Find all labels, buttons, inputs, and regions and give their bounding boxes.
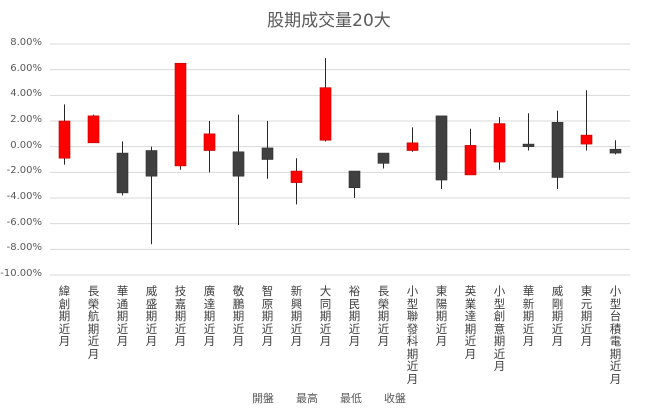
- gridlines: [50, 43, 630, 276]
- candle-body[interactable]: [522, 143, 535, 147]
- x-tick-label: 華通期近月: [116, 284, 129, 348]
- candle-body[interactable]: [232, 151, 245, 177]
- legend: 開盤 最高 最低 收盤: [0, 390, 658, 406]
- x-tick-label: 新興期近月: [290, 284, 303, 348]
- x-tick-label: 技嘉期近月: [174, 284, 187, 348]
- candles: [58, 58, 622, 245]
- y-tick-label: 6.00%: [10, 62, 42, 74]
- y-tick-label: -2.00%: [6, 165, 42, 177]
- y-tick-label: -6.00%: [6, 216, 42, 228]
- candle-body[interactable]: [464, 145, 477, 176]
- y-tick-label: -10.00%: [0, 268, 42, 279]
- candle-body[interactable]: [493, 123, 506, 163]
- candle-body[interactable]: [58, 120, 71, 159]
- x-tick-label: 長榮期近月: [377, 284, 390, 348]
- candle-body[interactable]: [609, 148, 622, 154]
- y-tick-label: -8.00%: [6, 242, 42, 254]
- candle-body[interactable]: [174, 62, 187, 167]
- x-tick-label: 東元期近月: [580, 284, 593, 348]
- x-tick-label: 長榮航期近月: [87, 284, 100, 361]
- x-tick-label: 威盛期近月: [145, 284, 158, 348]
- x-tick-label: 小型聯發科期近月: [406, 284, 419, 386]
- chart-title: 股期成交量20大: [267, 11, 391, 31]
- candle-body[interactable]: [261, 147, 274, 160]
- candle-body[interactable]: [203, 133, 216, 151]
- x-tick-label: 緯創期近月: [58, 284, 71, 348]
- x-tick-label: 小型創意期近月: [493, 284, 506, 373]
- candle-body[interactable]: [348, 170, 361, 189]
- candle-body[interactable]: [435, 115, 448, 181]
- x-tick-label: 威剛期近月: [551, 284, 564, 348]
- y-tick-label: 8.00%: [10, 37, 42, 48]
- x-tick-label: 智原期近月: [261, 284, 274, 348]
- x-tick-label: 敬鵬期近月: [232, 284, 245, 348]
- legend-item-open[interactable]: 開盤: [252, 392, 274, 405]
- candle-body[interactable]: [87, 115, 100, 144]
- candle-body[interactable]: [145, 150, 158, 177]
- candle-body[interactable]: [116, 152, 129, 194]
- x-tick-label: 華新期近月: [522, 284, 535, 348]
- y-tick-label: -4.00%: [6, 191, 42, 202]
- candle-body[interactable]: [319, 87, 332, 141]
- legend-item-high[interactable]: 最高: [296, 392, 318, 405]
- x-tick-label: 大同期近月: [319, 284, 332, 348]
- legend-item-close[interactable]: 收盤: [384, 392, 406, 405]
- y-tick-label: 2.00%: [10, 114, 42, 125]
- x-tick-label: 廣達期近月: [203, 284, 216, 348]
- x-tick-label: 英業達期近月: [464, 284, 477, 361]
- y-tick-label: 4.00%: [10, 88, 42, 100]
- legend-item-low[interactable]: 最低: [340, 392, 362, 405]
- candle-body[interactable]: [551, 121, 564, 178]
- x-tick-label: 裕民期近月: [348, 284, 361, 348]
- candle-body[interactable]: [290, 170, 303, 183]
- y-tick-label: 0.00%: [10, 139, 42, 151]
- x-tick-label: 東陽期近月: [435, 284, 448, 348]
- x-tick-label: 小型台積電期近月: [609, 284, 622, 386]
- candle-body[interactable]: [406, 142, 419, 151]
- candle-body[interactable]: [580, 134, 593, 145]
- candle-body[interactable]: [377, 152, 390, 164]
